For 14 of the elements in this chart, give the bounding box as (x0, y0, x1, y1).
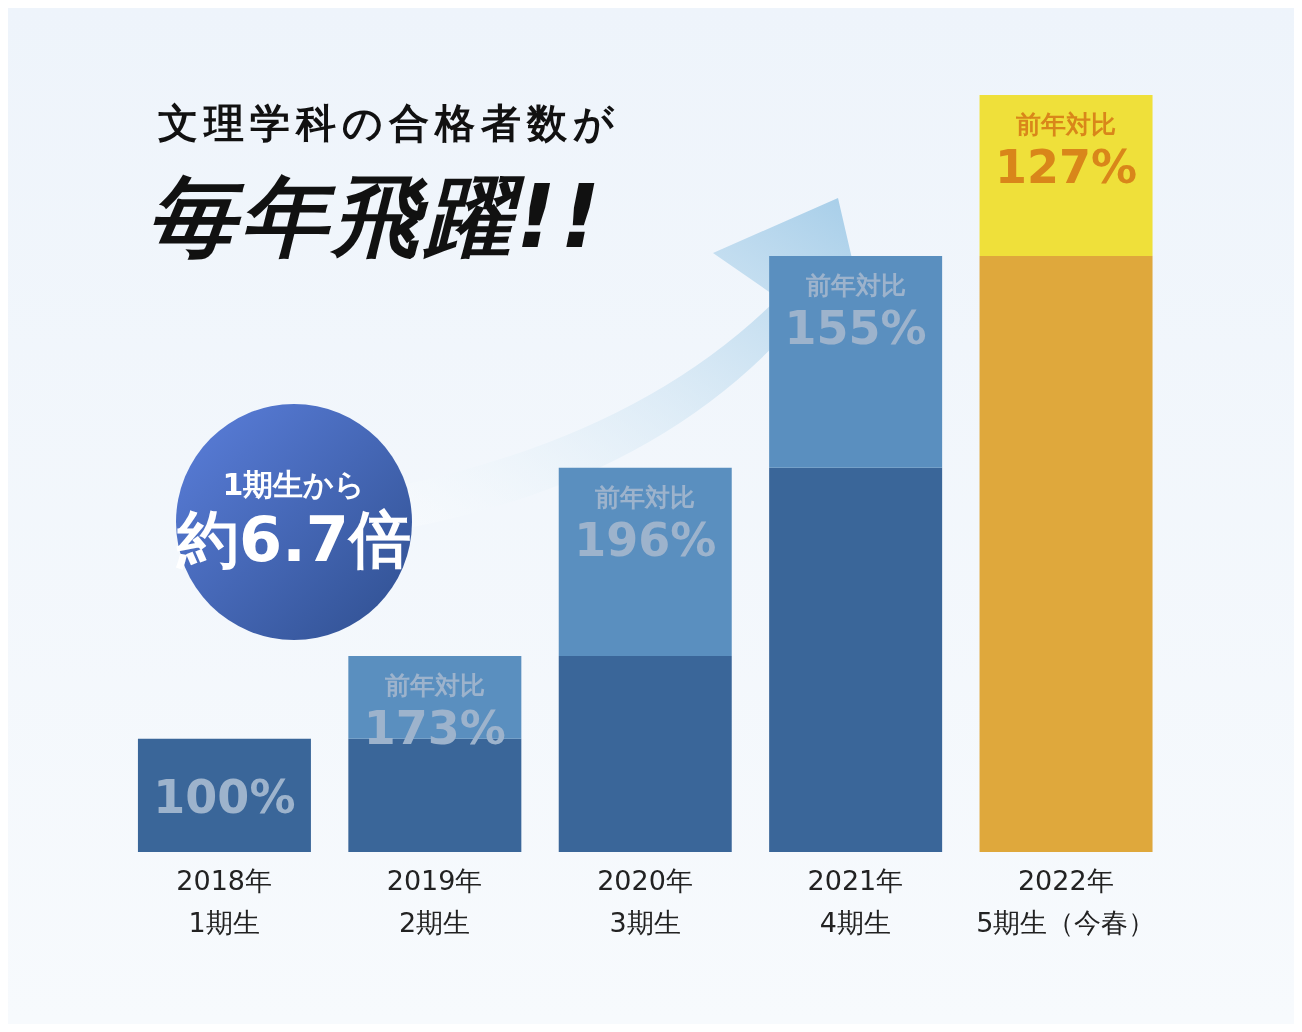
data-label: 前年対比 196% (574, 482, 717, 567)
text: 毎年飛躍!! (148, 164, 605, 270)
x-tick-label: 2022年 5期生（今春） (976, 865, 1156, 938)
data-label: 前年対比 127% (994, 110, 1138, 194)
data-label: 前年対比 173% (363, 670, 506, 755)
x-tick-label: 2020年 3期生 (597, 865, 693, 938)
annotation: 1期生から (222, 466, 366, 503)
data-label: 前年対比 155% (784, 270, 927, 355)
x-tick-label: 2021年 4期生 (807, 865, 904, 938)
data-label: 100% (153, 770, 296, 825)
chart-title: 文理学科の合格者数が (158, 99, 620, 148)
annotation: 約6.7倍 (177, 502, 411, 578)
x-tick-label: 2019年 2期生 (386, 865, 483, 938)
x-tick-label: 2018年 1期生 (176, 865, 273, 938)
